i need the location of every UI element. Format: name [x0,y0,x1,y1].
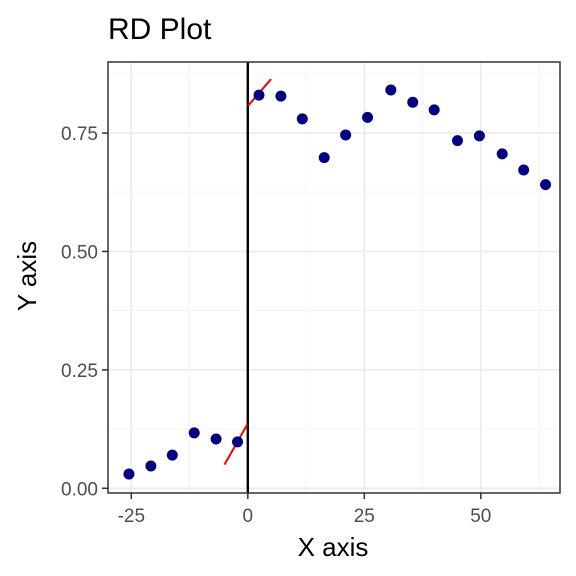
data-point [362,111,374,123]
grid-minor [108,62,560,493]
y-axis-title: Y axis [12,241,42,311]
x-axis-title: X axis [298,532,369,562]
x-tick-label: 25 [354,506,375,527]
y-tick-label: 0.00 [61,479,98,500]
points-layer [123,84,552,480]
data-point [385,84,397,96]
x-tick-label: 50 [470,506,491,527]
x-tick-label: -25 [118,506,145,527]
data-point [518,164,530,176]
chart-title: RD Plot [108,13,212,46]
x-tick-label: 0 [243,506,254,527]
data-point [296,113,308,125]
data-point [340,129,352,141]
data-point [275,90,287,102]
data-point [318,152,330,164]
data-point [473,130,485,142]
data-point [123,468,135,480]
data-point [210,433,222,445]
data-point [166,449,178,461]
x-axis-ticks: -25 0 25 50 [118,493,491,527]
y-tick-label: 0.50 [61,242,98,263]
data-point [496,148,508,160]
grid-major [108,62,560,493]
data-point [145,460,157,472]
data-point [232,436,244,448]
data-point [253,89,265,101]
y-tick-label: 0.25 [61,361,98,382]
data-point [188,427,200,439]
y-axis-ticks: 0.00 0.25 0.50 0.75 [61,124,108,500]
data-point [428,104,440,116]
data-point [407,96,419,108]
data-point [451,135,463,147]
data-point [540,179,552,191]
panel-border [107,61,561,494]
y-tick-label: 0.75 [61,124,98,145]
